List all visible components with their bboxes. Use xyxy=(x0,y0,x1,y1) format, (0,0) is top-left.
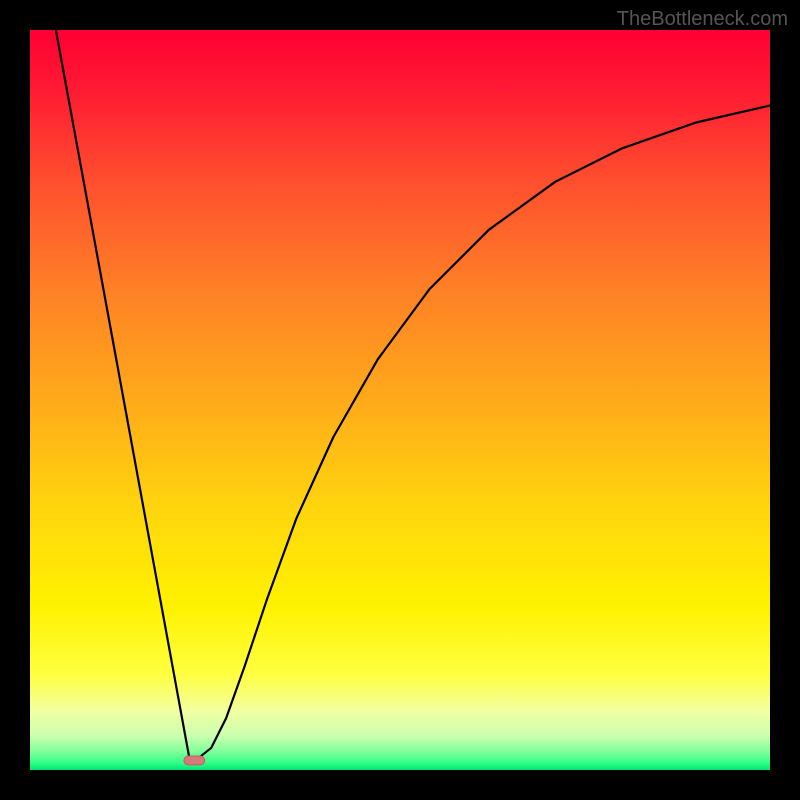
watermark-text: TheBottleneck.com xyxy=(617,8,788,31)
bottleneck-chart xyxy=(0,0,800,800)
plot-background xyxy=(30,30,770,770)
minimum-marker xyxy=(184,756,205,765)
chart-container: TheBottleneck.com xyxy=(0,0,800,800)
